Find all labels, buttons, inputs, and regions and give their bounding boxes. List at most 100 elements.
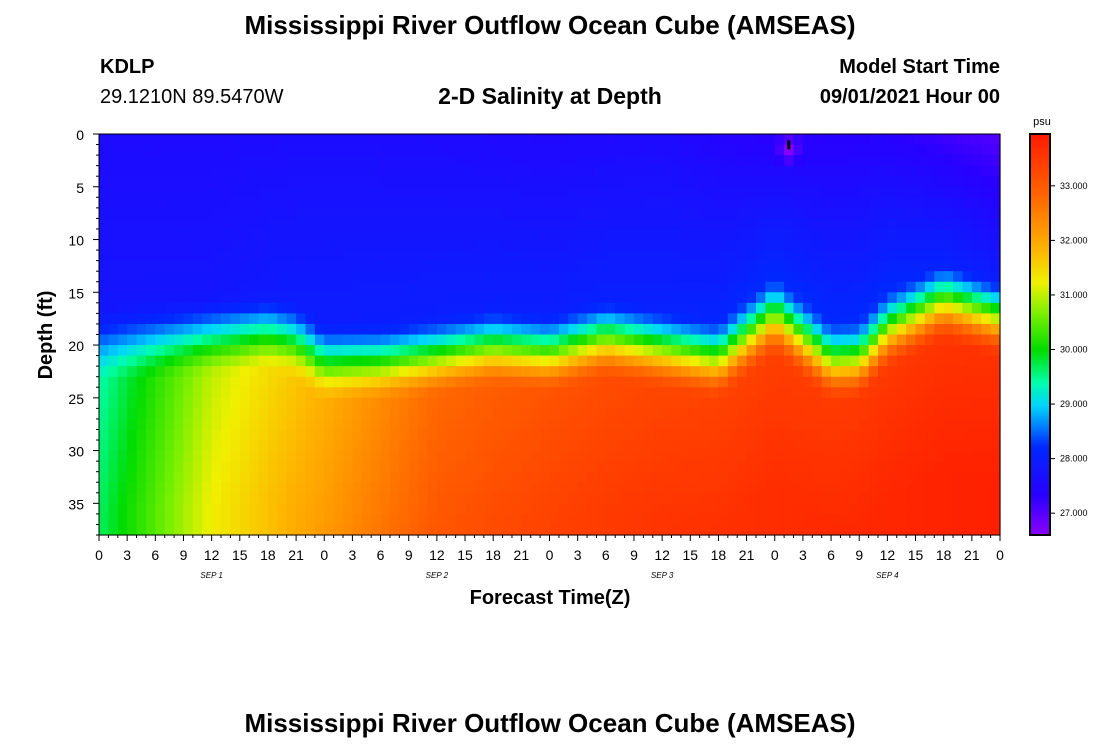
heatmap-cell: [286, 355, 297, 367]
heatmap-cell: [155, 228, 166, 241]
heatmap-cell: [305, 207, 316, 220]
heatmap-cell: [202, 461, 213, 473]
heatmap-cell: [446, 176, 457, 188]
heatmap-cell: [690, 281, 701, 293]
heatmap-cell: [427, 418, 438, 431]
heatmap-cell: [408, 144, 419, 156]
heatmap-cell: [718, 165, 729, 177]
heatmap-cell: [934, 450, 945, 462]
heatmap-cell: [868, 250, 879, 262]
heatmap-cell: [971, 323, 982, 336]
heatmap-cell: [136, 186, 147, 198]
heatmap-cell: [408, 292, 419, 304]
heatmap-cell: [221, 440, 231, 452]
heatmap-cell: [493, 471, 504, 483]
heatmap-cell: [502, 134, 513, 146]
heatmap-cell: [136, 440, 147, 452]
heatmap-cell: [380, 323, 391, 336]
heatmap-cell: [239, 323, 250, 336]
heatmap-cell: [230, 323, 241, 336]
heatmap-cell: [699, 482, 710, 494]
heatmap-cell: [859, 239, 870, 251]
heatmap-cell: [474, 260, 485, 272]
heatmap-cell: [389, 429, 400, 441]
heatmap-cell: [164, 471, 175, 483]
heatmap-cell: [849, 134, 860, 146]
heatmap-cell: [446, 228, 457, 241]
heatmap-cell: [549, 134, 560, 146]
heatmap-cell: [108, 408, 119, 420]
heatmap-cell: [436, 239, 447, 251]
heatmap-cell: [934, 228, 945, 241]
heatmap-cell: [896, 492, 907, 504]
heatmap-cell: [380, 397, 391, 409]
heatmap-cell: [258, 260, 269, 272]
heatmap-cell: [155, 250, 166, 262]
heatmap-cell: [953, 355, 964, 367]
heatmap-cell: [699, 134, 710, 146]
heatmap-cell: [324, 313, 335, 325]
heatmap-cell: [652, 323, 663, 336]
heatmap-cell: [521, 228, 532, 241]
heatmap-cell: [953, 260, 964, 272]
heatmap-cell: [868, 239, 879, 251]
heatmap-cell: [145, 387, 156, 399]
heatmap-cell: [859, 355, 870, 367]
heatmap-cell: [155, 366, 166, 378]
heatmap-cell: [455, 197, 466, 209]
heatmap-cell: [840, 461, 851, 473]
heatmap-cell: [493, 155, 504, 167]
heatmap-cell: [849, 397, 860, 409]
heatmap-cell: [277, 387, 288, 399]
heatmap-cell: [718, 218, 729, 230]
y-tick-label: 35: [68, 496, 84, 512]
heatmap-cell: [483, 387, 494, 399]
heatmap-cell: [202, 513, 213, 526]
heatmap-cell: [746, 313, 757, 325]
heatmap-cell: [802, 450, 813, 462]
heatmap-cell: [108, 250, 119, 262]
heatmap-cell: [727, 408, 738, 420]
heatmap-cell: [624, 471, 635, 483]
heatmap-cell: [164, 450, 175, 462]
heatmap-cell: [812, 355, 823, 367]
heatmap-cell: [277, 302, 288, 314]
heatmap-cell: [962, 323, 973, 336]
heatmap-cell: [286, 482, 297, 494]
heatmap-cell: [746, 397, 757, 409]
heatmap-cell: [596, 313, 607, 325]
heatmap-cell: [896, 440, 907, 452]
heatmap-cell: [596, 471, 607, 483]
heatmap-cell: [286, 440, 297, 452]
heatmap-cell: [502, 155, 513, 167]
heatmap-cell: [896, 376, 907, 388]
heatmap-cell: [117, 461, 128, 473]
heatmap-cell: [877, 292, 888, 304]
heatmap-cell: [352, 302, 363, 314]
heatmap-cell: [802, 461, 813, 473]
heatmap-cell: [877, 387, 888, 399]
heatmap-cell: [239, 513, 250, 526]
heatmap-cell: [746, 323, 757, 336]
heatmap-cell: [802, 355, 813, 367]
heatmap-cell: [962, 144, 973, 156]
heatmap-cell: [230, 387, 241, 399]
heatmap-cell: [615, 440, 626, 452]
heatmap-cell: [380, 313, 391, 325]
heatmap-cell: [859, 408, 870, 420]
heatmap-cell: [343, 397, 354, 409]
heatmap-cell: [774, 218, 785, 230]
heatmap-cell: [840, 366, 851, 378]
heatmap-cell: [399, 482, 410, 494]
heatmap-cell: [117, 155, 128, 167]
heatmap-cell: [737, 440, 748, 452]
heatmap-cell: [343, 513, 354, 526]
heatmap-cell: [211, 418, 222, 431]
heatmap-cell: [990, 134, 1001, 146]
heatmap-cell: [990, 366, 1001, 378]
heatmap-cell: [493, 366, 504, 378]
heatmap-cell: [361, 429, 372, 441]
heatmap-cell: [493, 524, 504, 536]
heatmap-cell: [389, 524, 400, 536]
heatmap-cell: [577, 292, 588, 304]
